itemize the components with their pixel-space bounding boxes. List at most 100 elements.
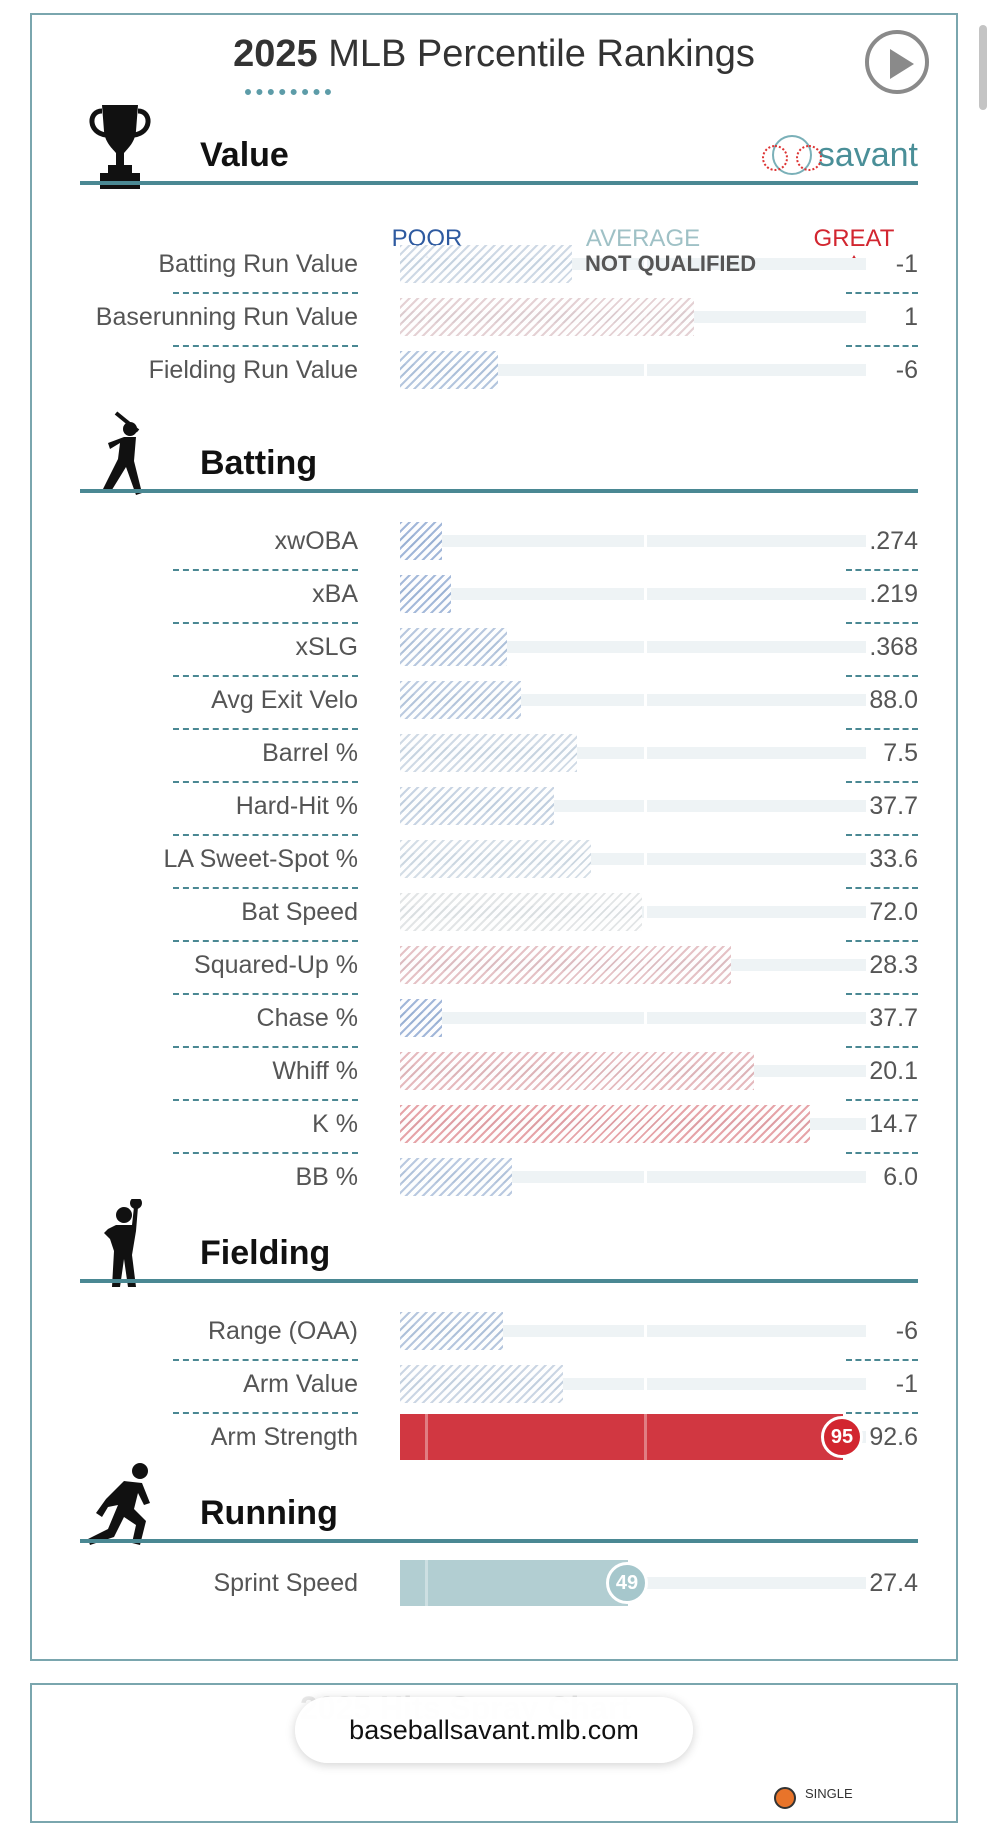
metric-value: 27.4: [869, 1569, 918, 1597]
metric-row[interactable]: Sprint Speed 49 27.4: [80, 1560, 918, 1613]
metric-row[interactable]: K % 14.7: [80, 1101, 918, 1154]
metric-name: Batting Run Value: [158, 250, 358, 278]
metric-row[interactable]: Baserunning Run Value 1: [80, 294, 918, 347]
metric-row[interactable]: Hard-Hit % 37.7: [80, 783, 918, 836]
metric-value: 88.0: [869, 686, 918, 714]
play-icon[interactable]: [865, 30, 929, 94]
url-bar[interactable]: baseballsavant.mlb.com: [295, 1697, 693, 1763]
percentile-badge: 49: [606, 1562, 648, 1604]
metric-name: Arm Value: [243, 1370, 358, 1398]
metric-name: Hard-Hit %: [235, 792, 358, 820]
section-divider: [80, 489, 918, 493]
row-divider: [173, 887, 358, 889]
row-divider: [173, 1412, 358, 1414]
metric-value: 20.1: [869, 1057, 918, 1085]
baseball-icon: [761, 135, 822, 175]
row-divider: [846, 940, 918, 942]
metric-row[interactable]: Avg Exit Velo 88.0: [80, 677, 918, 730]
metric-row[interactable]: Barrel % 7.5: [80, 730, 918, 783]
metric-value: -6: [895, 356, 918, 384]
percentile-badge: 95: [821, 1416, 863, 1458]
savant-logo-text: savant: [817, 135, 918, 174]
percentile-track: [400, 535, 866, 547]
not-qualified-label: NOT QUALIFIED: [585, 251, 757, 276]
metric-row[interactable]: LA Sweet-Spot % 33.6: [80, 836, 918, 889]
metric-row[interactable]: Bat Speed 72.0: [80, 889, 918, 942]
metric-name: Range (OAA): [207, 1317, 358, 1345]
metric-row[interactable]: Arm Strength 95 92.6: [80, 1414, 918, 1467]
row-divider: [846, 1046, 918, 1048]
metric-name: Chase %: [256, 1004, 358, 1032]
metric-name: Fielding Run Value: [148, 356, 358, 384]
section-batting-header: Batting: [80, 411, 918, 495]
metric-row[interactable]: Range (OAA) -6: [80, 1308, 918, 1361]
row-divider: [846, 569, 918, 571]
metric-value: 28.3: [869, 951, 918, 979]
metric-name: Whiff %: [272, 1057, 358, 1085]
row-divider: [846, 292, 918, 294]
percentile-bar: [400, 681, 521, 719]
percentile-bar: [400, 840, 591, 878]
runner-icon: [88, 1463, 150, 1545]
percentile-bar: [400, 1560, 628, 1606]
scale-average-label: AVERAGE: [585, 225, 701, 252]
percentile-bar: [400, 734, 577, 772]
metric-name: Bat Speed: [241, 898, 358, 926]
row-divider: [173, 1359, 358, 1361]
percentile-bar: [400, 575, 451, 613]
fielder-icon: [104, 1199, 142, 1287]
metric-name: xSLG: [295, 633, 358, 661]
row-divider: [173, 675, 358, 677]
percentile-track: [400, 1012, 866, 1024]
metric-row[interactable]: BB % 6.0: [80, 1154, 918, 1207]
percentile-bar: [400, 628, 507, 666]
metric-row[interactable]: Squared-Up % 28.3: [80, 942, 918, 995]
row-divider: [846, 1099, 918, 1101]
metric-row[interactable]: Arm Value -1: [80, 1361, 918, 1414]
row-divider: [173, 940, 358, 942]
row-divider: [173, 1099, 358, 1101]
row-divider: [846, 1412, 918, 1414]
percentile-bar: [400, 1052, 754, 1090]
row-divider: [846, 675, 918, 677]
metric-row[interactable]: Chase % 37.7: [80, 995, 918, 1048]
scale-average: AVERAGE: [583, 225, 703, 271]
metric-value: -1: [895, 1370, 918, 1398]
metric-row[interactable]: xBA .219: [80, 571, 918, 624]
percentile-bar: [400, 893, 642, 931]
metric-row[interactable]: Batting Run Value NOT QUALIFIED -1: [80, 241, 918, 294]
metric-name: K %: [312, 1110, 358, 1138]
metric-value: 33.6: [869, 845, 918, 873]
metric-value: 7.5: [883, 739, 918, 767]
metric-value: 6.0: [883, 1163, 918, 1191]
metric-name: LA Sweet-Spot %: [163, 845, 358, 873]
metric-name: BB %: [295, 1163, 358, 1191]
section-divider: [80, 1539, 918, 1543]
metric-value: 1: [904, 303, 918, 331]
metric-name: Barrel %: [262, 739, 358, 767]
metric-value: 14.7: [869, 1110, 918, 1138]
row-divider: [173, 781, 358, 783]
row-divider: [846, 345, 918, 347]
metric-value: .274: [869, 527, 918, 555]
row-divider: [846, 834, 918, 836]
metric-value: 72.0: [869, 898, 918, 926]
title-year: 2025: [233, 33, 318, 75]
percentile-bar: [400, 999, 442, 1037]
metric-row[interactable]: xwOBA .274: [80, 518, 918, 571]
row-divider: [173, 728, 358, 730]
row-divider: [173, 622, 358, 624]
percentile-bar: [400, 1312, 503, 1350]
metric-row[interactable]: Whiff % 20.1: [80, 1048, 918, 1101]
metric-row[interactable]: Fielding Run Value -6: [80, 347, 918, 400]
row-divider: [846, 781, 918, 783]
metric-name: Sprint Speed: [213, 1569, 358, 1597]
scrollbar[interactable]: [979, 25, 987, 110]
percentile-track: [400, 588, 866, 600]
row-divider: [173, 1152, 358, 1154]
section-value-header: Value savant: [80, 105, 918, 189]
percentile-bar: [400, 1414, 843, 1460]
percentile-bar: [400, 946, 731, 984]
section-running-label: Running: [200, 1494, 338, 1532]
metric-row[interactable]: xSLG .368: [80, 624, 918, 677]
